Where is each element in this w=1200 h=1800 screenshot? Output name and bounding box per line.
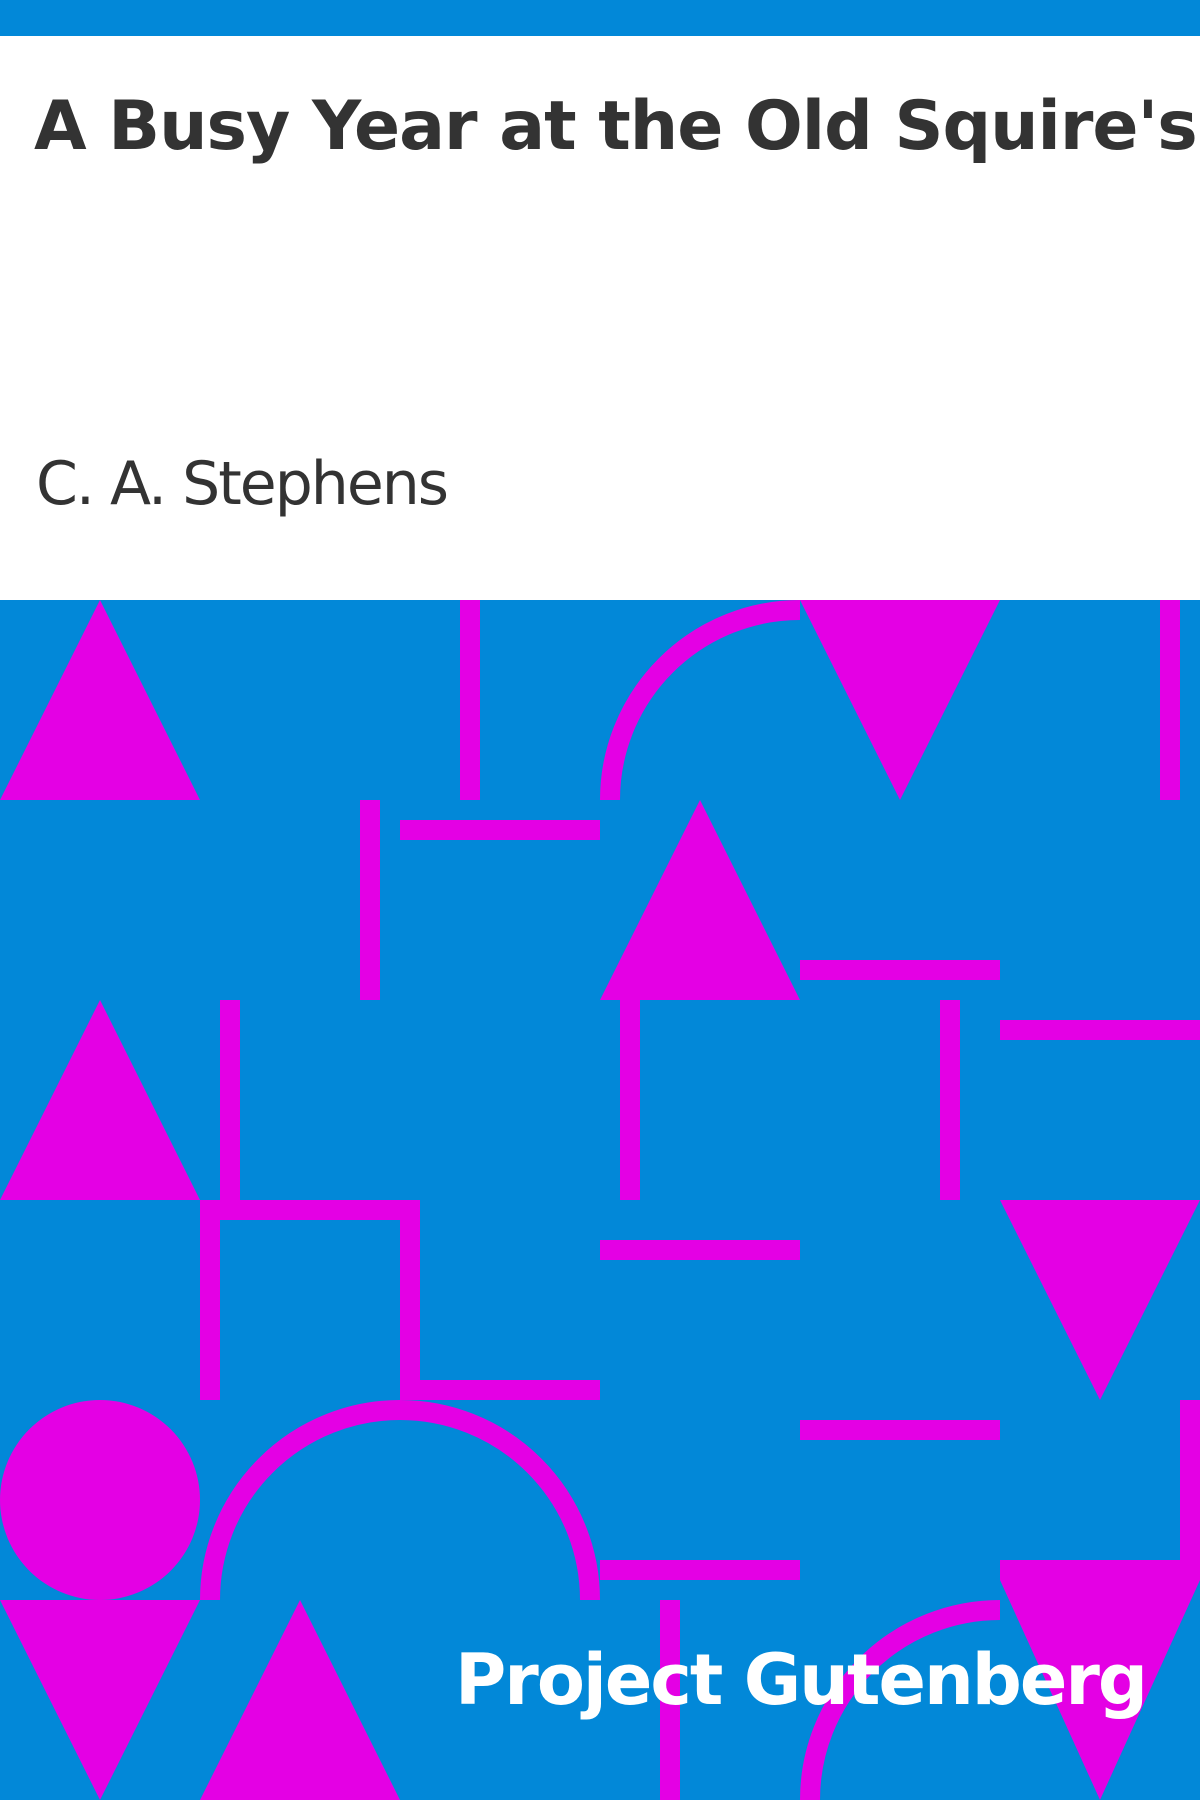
top-stripe: [0, 0, 1200, 36]
triangle-down: [1000, 1580, 1200, 1800]
triangle-up: [600, 800, 800, 1000]
bar-horizontal: [1000, 1560, 1200, 1580]
pattern-arcs: [200, 600, 1001, 1800]
bar-horizontal: [600, 1240, 800, 1260]
circle: [0, 1400, 200, 1600]
bar-vertical: [460, 600, 480, 800]
pattern-shapes: [0, 600, 1200, 1800]
bar-horizontal: [800, 1420, 1000, 1440]
bar-vertical: [400, 1200, 420, 1380]
triangle-down: [800, 600, 1000, 800]
bar-vertical: [1160, 600, 1180, 800]
bar-vertical: [1180, 1400, 1200, 1580]
publisher-logo-text: Project Gutenberg: [455, 1639, 1148, 1721]
triangle-up: [200, 1600, 400, 1800]
arc: [200, 1400, 600, 1601]
bar-vertical: [200, 1200, 220, 1400]
bar-horizontal: [400, 820, 600, 840]
triangle-up: [0, 1000, 200, 1200]
bar-vertical: [940, 1000, 960, 1200]
triangle-down: [1000, 1200, 1200, 1400]
bar-horizontal: [1000, 1020, 1200, 1040]
arc: [800, 1600, 1001, 1800]
bar-vertical: [360, 800, 380, 1000]
book-author: C. A. Stephens: [36, 449, 449, 519]
bar-horizontal: [600, 1560, 800, 1580]
bar-horizontal: [200, 1200, 420, 1220]
geometric-pattern: [0, 600, 1200, 1800]
bar-vertical: [620, 1000, 640, 1200]
bar-vertical: [220, 1000, 240, 1200]
triangle-up: [0, 600, 200, 800]
triangle-down: [0, 1600, 200, 1800]
book-title: A Busy Year at the Old Squire's: [34, 87, 1198, 166]
arc: [600, 600, 801, 801]
bar-vertical: [660, 1600, 680, 1800]
bar-horizontal: [800, 960, 1000, 980]
bar-horizontal: [400, 1380, 600, 1400]
